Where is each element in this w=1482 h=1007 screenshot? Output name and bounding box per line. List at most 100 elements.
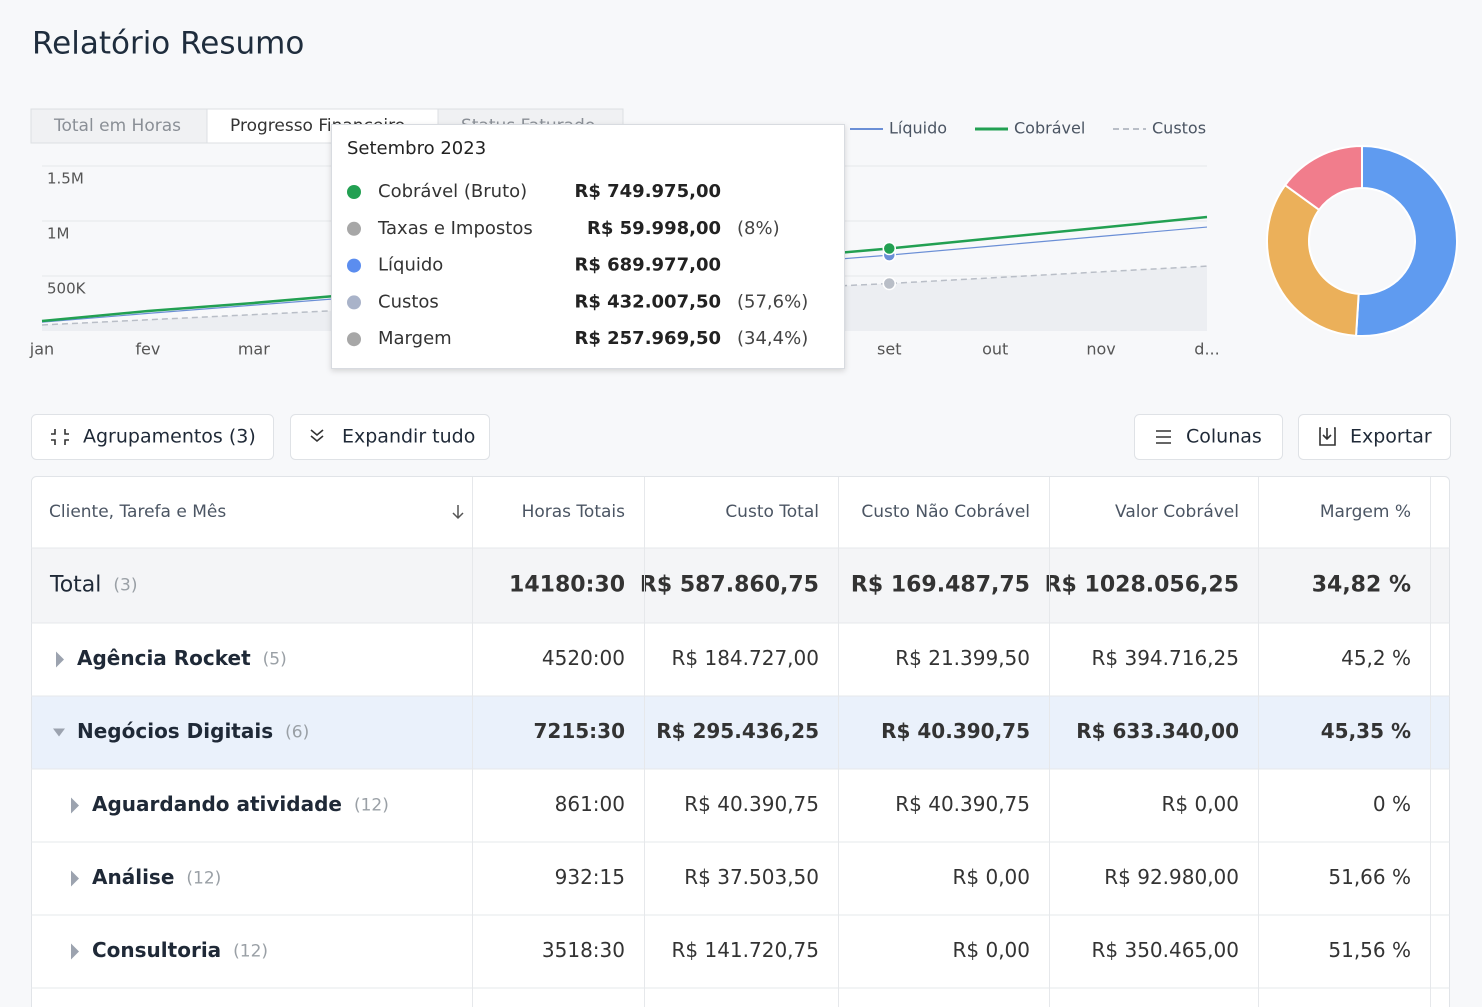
tooltip-dot [347, 295, 361, 310]
row-label: Análise [92, 865, 174, 889]
cell: R$ 0,00 [952, 938, 1030, 962]
row-count: (12) [233, 942, 268, 962]
donut-slice [1283, 144, 1363, 212]
cell: R$ 40.390,75 [895, 792, 1030, 816]
cell: R$ 92.980,00 [1104, 865, 1239, 889]
cell: R$ 169.487,75 [851, 573, 1030, 598]
x-tick-label: d... [1194, 340, 1219, 359]
expand-toggle[interactable] [53, 728, 65, 737]
hover-dot [882, 241, 897, 256]
table-row[interactable]: Negócios Digitais (6) 7215:30 R$ 295.436,25… [31, 695, 1450, 769]
tooltip: Setembro 2023 Cobrável (Bruto) R$ 749.975,… [331, 124, 845, 369]
tooltip-dot [347, 332, 361, 347]
toolbar-button[interactable]: Colunas [1134, 414, 1283, 460]
button-label: Colunas [1186, 426, 1262, 448]
legend-label: Líquido [889, 119, 947, 138]
tooltip-label: Custos [378, 291, 439, 312]
tooltip-value: R$ 432.007,50 [574, 291, 721, 312]
donut-slice [1266, 183, 1360, 337]
donut-slice [1354, 144, 1458, 337]
cell: 45,2 % [1341, 646, 1411, 670]
expand-toggle[interactable] [71, 943, 79, 960]
toolbar-button[interactable]: Agrupamentos (3) [31, 414, 274, 460]
page-title: Relatório Resumo [32, 26, 304, 62]
y-tick-label: 1.5M [47, 170, 84, 188]
table: Cliente, Tarefa e Mês Horas Totais Custo T… [31, 476, 1450, 1007]
row-label: Consultoria [92, 938, 221, 962]
tooltip-value: R$ 749.975,00 [574, 181, 721, 202]
toolbar-button[interactable]: Exportar [1298, 414, 1451, 460]
tooltip-value: R$ 257.969,50 [574, 328, 721, 349]
cell: 0 % [1373, 792, 1411, 816]
tab[interactable]: Total em Horas [30, 108, 208, 144]
table-row: Total (3) 14180:30 R$ 587.860,75 R$ 169.487,… [31, 547, 1450, 623]
legend-label: Custos [1152, 119, 1206, 138]
expand-toggle[interactable] [56, 651, 64, 668]
legend-label: Cobrável [1014, 119, 1085, 138]
cell: 3518:30 [542, 938, 625, 962]
cell: R$ 295.436,25 [656, 719, 819, 743]
legend-item[interactable]: Cobrável [975, 119, 1085, 138]
toolbar-button[interactable]: Expandir tudo [290, 414, 490, 460]
x-tick-label: mar [238, 340, 270, 359]
row-count: (12) [186, 869, 221, 889]
row-label: Aguardando atividade [92, 792, 342, 816]
cell: R$ 350.465,00 [1092, 938, 1240, 962]
tooltip-pct: (8%) [737, 218, 780, 239]
tooltip-pct: (57,6%) [737, 291, 808, 312]
tooltip-value: R$ 689.977,00 [574, 255, 721, 276]
column-header: Margem % [1320, 502, 1411, 522]
cell: R$ 394.716,25 [1092, 646, 1240, 670]
cell: R$ 141.720,75 [672, 938, 820, 962]
button-bg [31, 414, 274, 460]
tooltip-title: Setembro 2023 [347, 138, 486, 159]
button-bg [290, 414, 490, 460]
cell: R$ 633.340,00 [1076, 719, 1239, 743]
button-bg [1298, 414, 1451, 460]
column-header: Valor Cobrável [1115, 502, 1239, 522]
y-tick-label: 500K [47, 280, 87, 298]
row-count: (5) [263, 650, 287, 670]
cell: 4520:00 [542, 646, 625, 670]
x-tick-label: set [877, 340, 901, 359]
row-bg [32, 915, 1449, 988]
cell: R$ 0,00 [1161, 792, 1239, 816]
row-bg [32, 696, 1449, 769]
tooltip-dot [347, 185, 361, 199]
cell: R$ 40.390,75 [684, 792, 819, 816]
expand-toggle[interactable] [71, 797, 79, 814]
tooltip-label: Líquido [378, 255, 443, 276]
cell: R$ 0,00 [952, 865, 1030, 889]
row-bg [32, 548, 1449, 623]
expand-toggle[interactable] [71, 870, 79, 887]
cell: R$ 40.390,75 [881, 719, 1030, 743]
row-bg [32, 769, 1449, 842]
row-label: Negócios Digitais [77, 719, 273, 743]
tooltip-value: R$ 59.998,00 [587, 218, 721, 239]
tooltip-label: Taxas e Impostos [377, 218, 533, 239]
button-icon [51, 429, 69, 445]
table-row[interactable]: Agência Rocket (5) 4520:00 R$ 184.727,00 R$ … [31, 622, 1450, 696]
tab-label: Total em Horas [53, 116, 181, 136]
tooltip-label: Cobrável (Bruto) [378, 181, 527, 202]
column-header: Cliente, Tarefa e Mês [49, 502, 226, 522]
button-label: Agrupamentos (3) [83, 426, 256, 448]
y-tick-label: 1M [47, 225, 70, 243]
row-count: (3) [113, 576, 137, 596]
button-icon [310, 429, 324, 443]
cell: R$ 21.399,50 [895, 646, 1030, 670]
tooltip-label: Margem [378, 328, 452, 349]
cell: 45,35 % [1321, 719, 1411, 743]
legend-item[interactable]: Custos [1113, 119, 1206, 138]
tooltip-dot [347, 258, 361, 273]
column-header: Custo Não Cobrável [861, 502, 1030, 522]
table-row[interactable]: Consultoria (12) 3518:30 R$ 141.720,75 R$ 0,… [31, 914, 1450, 988]
table-row[interactable]: Aguardando atividade (12) 861:00 R$ 40.390,… [31, 768, 1450, 842]
x-tick-label: fev [135, 340, 160, 359]
table-row[interactable]: Análise (12) 932:15 R$ 37.503,50 R$ 0,00 R$ 9… [31, 841, 1450, 915]
legend-item[interactable]: Líquido [850, 119, 947, 138]
cell: R$ 37.503,50 [684, 865, 819, 889]
cell: R$ 184.727,00 [672, 646, 820, 670]
